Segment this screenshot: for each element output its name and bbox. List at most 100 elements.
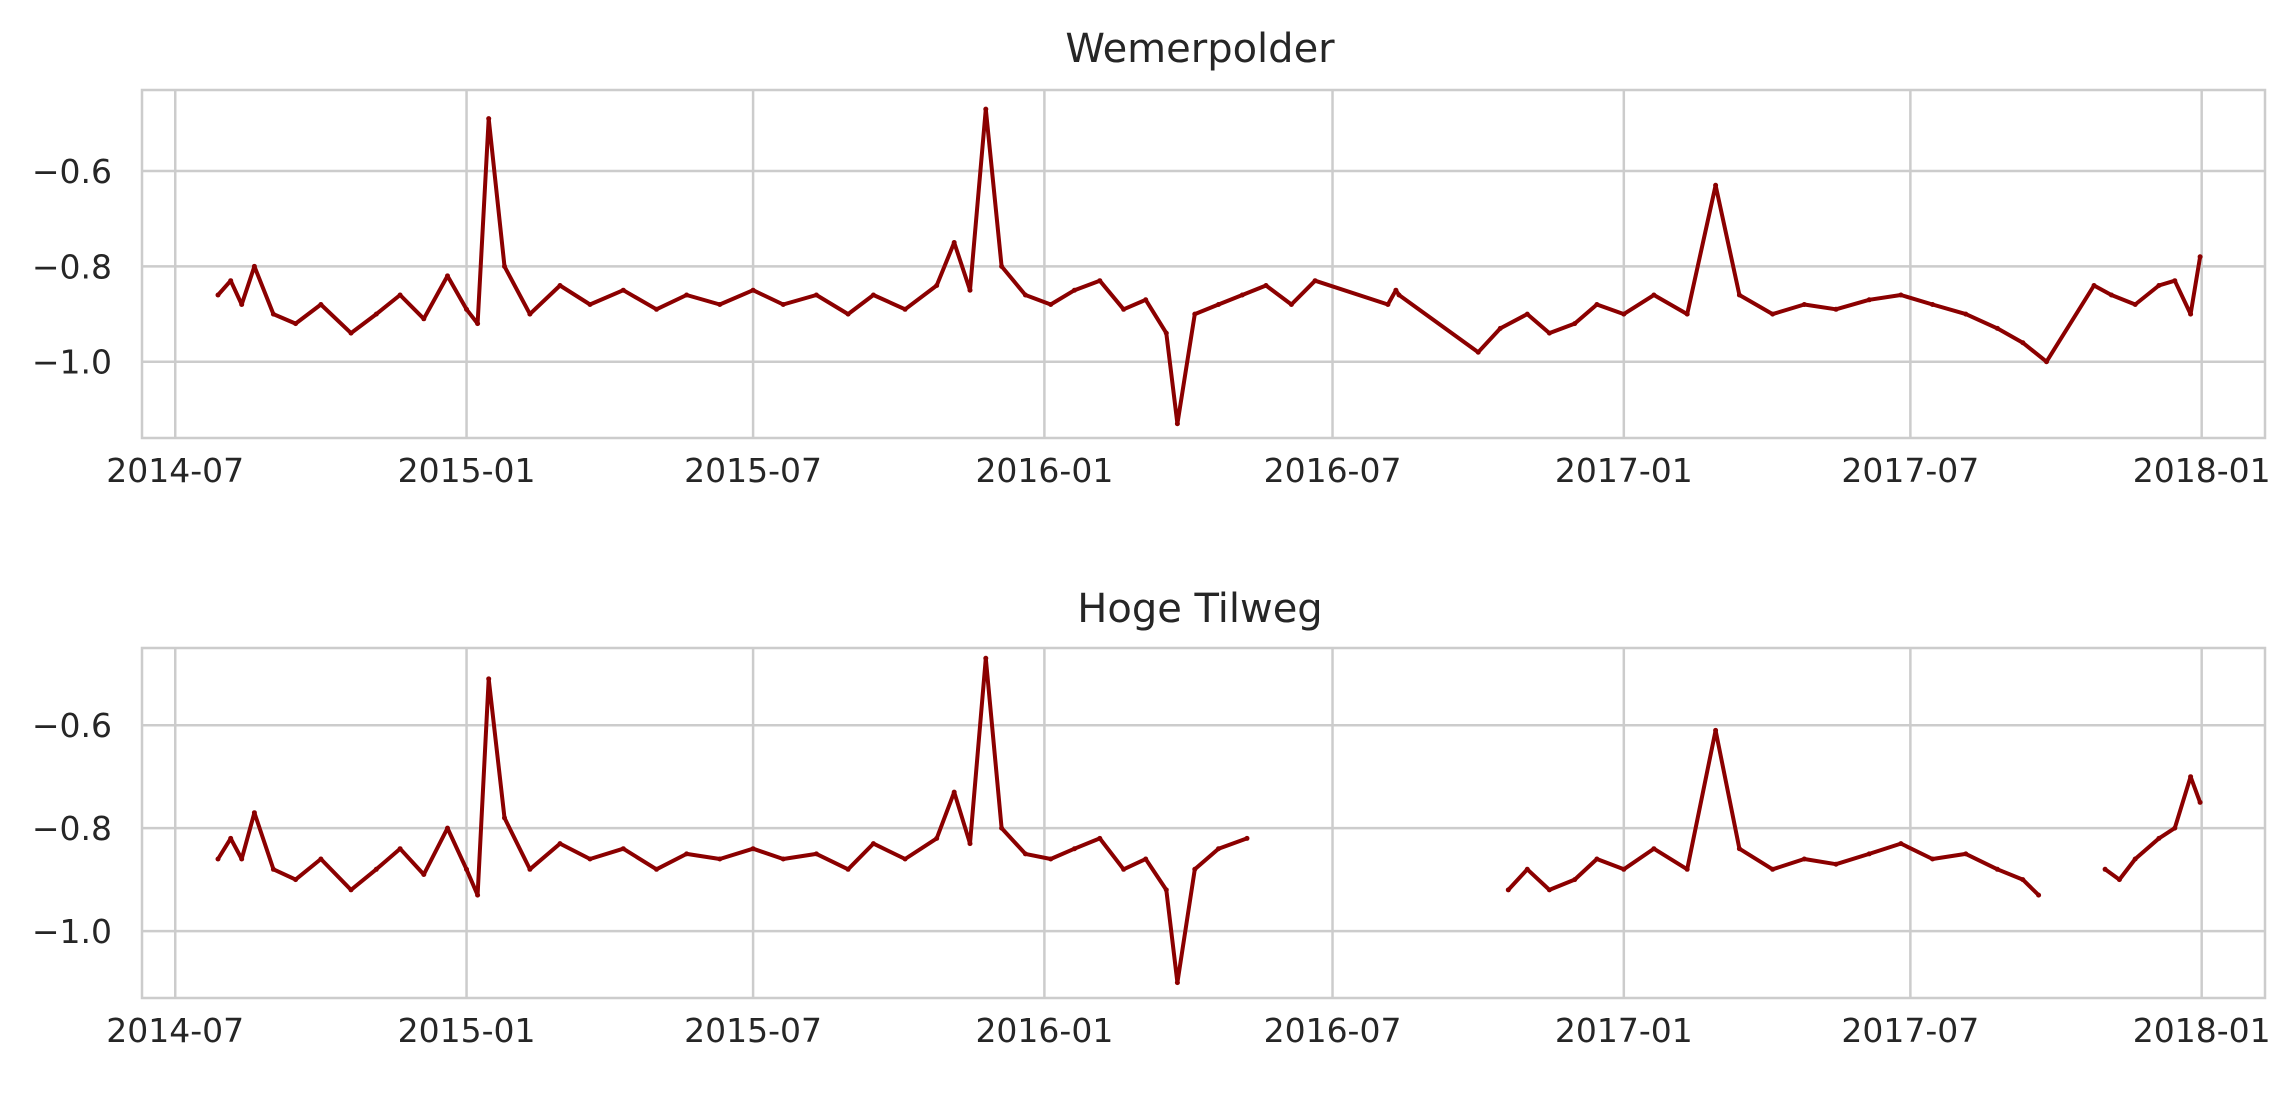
data-point	[251, 263, 257, 269]
y-axis: −0.6 −0.8 −1.0	[32, 152, 112, 382]
data-point	[1994, 325, 2000, 331]
series-line	[216, 656, 2203, 985]
data-point	[934, 283, 940, 288]
data-point	[421, 316, 427, 322]
data-point	[1994, 866, 2000, 872]
data-point	[1022, 851, 1028, 857]
y-tick-label: −1.0	[32, 343, 112, 382]
data-point	[2044, 359, 2049, 365]
data-point	[1216, 302, 1221, 307]
data-point	[845, 866, 851, 872]
data-point	[1244, 835, 1250, 841]
x-tick-label: 2018-01	[2133, 451, 2271, 490]
data-point	[1546, 887, 1552, 893]
data-point	[2020, 340, 2026, 346]
data-point	[684, 851, 690, 857]
data-point	[845, 311, 851, 317]
data-point	[1770, 866, 1776, 872]
y-axis: −0.6 −0.8 −1.0	[32, 706, 112, 951]
data-point	[1396, 292, 1402, 298]
data-point	[1684, 311, 1690, 317]
data-point	[2156, 835, 2162, 841]
data-point	[1572, 321, 1578, 327]
data-point	[1097, 835, 1103, 841]
data-point	[750, 287, 756, 293]
data-point	[215, 292, 221, 298]
data-point	[1312, 278, 1318, 284]
data-point	[486, 116, 492, 122]
data-point	[1713, 727, 1719, 733]
data-point	[2116, 877, 2122, 883]
data-point	[1594, 856, 1600, 862]
data-point	[902, 306, 908, 312]
data-point	[2102, 866, 2108, 872]
data-point	[1048, 856, 1054, 862]
data-point	[318, 856, 324, 862]
x-tick-label: 2017-01	[1555, 451, 1693, 490]
x-tick-label: 2015-07	[684, 451, 822, 490]
data-point	[1022, 292, 1028, 298]
data-point	[1288, 302, 1294, 307]
data-point	[2197, 799, 2203, 805]
data-point	[270, 311, 276, 317]
data-point	[2188, 311, 2194, 317]
y-tick-label: −0.8	[32, 809, 112, 848]
data-point	[445, 273, 450, 279]
data-point	[445, 825, 450, 831]
data-point	[464, 866, 469, 872]
x-axis: 2014-07 2015-01 2015-07 2016-01 2016-07 2017-…	[106, 1011, 2270, 1050]
data-point	[1497, 325, 1503, 331]
data-point	[999, 263, 1005, 269]
data-point	[1174, 980, 1180, 986]
x-tick-label: 2018-01	[2133, 1011, 2271, 1050]
data-point	[587, 302, 593, 307]
data-point	[373, 866, 379, 872]
y-tick-label: −0.8	[32, 247, 112, 286]
x-tick-label: 2016-01	[975, 451, 1113, 490]
data-point	[397, 292, 403, 298]
data-point	[1385, 302, 1391, 307]
y-tick-label: −0.6	[32, 152, 112, 191]
data-point	[1572, 877, 1578, 883]
data-point	[1651, 292, 1657, 298]
data-point	[1163, 330, 1169, 336]
data-point	[1174, 421, 1180, 427]
data-point	[2156, 283, 2162, 288]
x-tick-label: 2014-07	[106, 1011, 244, 1050]
data-point	[527, 311, 533, 317]
series-layer	[215, 106, 2203, 427]
data-point	[228, 835, 234, 841]
plot-frame	[140, 646, 2267, 1000]
data-point	[464, 306, 469, 312]
data-point	[780, 302, 786, 307]
data-point	[1072, 846, 1077, 852]
data-point	[717, 302, 723, 307]
data-point	[1684, 866, 1690, 872]
data-point	[1651, 846, 1657, 852]
data-point	[1097, 278, 1103, 284]
data-point	[2020, 877, 2026, 883]
data-point	[373, 311, 379, 317]
data-point	[999, 825, 1005, 831]
data-point	[1833, 306, 1839, 312]
x-tick-label: 2015-01	[398, 1011, 536, 1050]
data-point	[1143, 856, 1149, 862]
data-point	[967, 287, 973, 293]
data-point	[1930, 302, 1935, 307]
data-point	[780, 856, 786, 862]
data-point	[1621, 866, 1627, 872]
x-tick-label: 2016-01	[975, 1011, 1113, 1050]
data-point	[1143, 297, 1149, 303]
data-point	[1963, 311, 1969, 317]
grid-layer	[142, 90, 2265, 438]
data-point	[527, 866, 533, 872]
data-point	[1192, 311, 1198, 317]
x-tick-label: 2017-01	[1555, 1011, 1693, 1050]
data-point	[1963, 851, 1969, 857]
data-point	[1736, 846, 1742, 852]
data-point	[1524, 311, 1530, 317]
data-point	[2132, 302, 2138, 307]
data-point	[1930, 856, 1935, 862]
data-point	[2036, 892, 2042, 898]
data-point	[2172, 278, 2178, 284]
